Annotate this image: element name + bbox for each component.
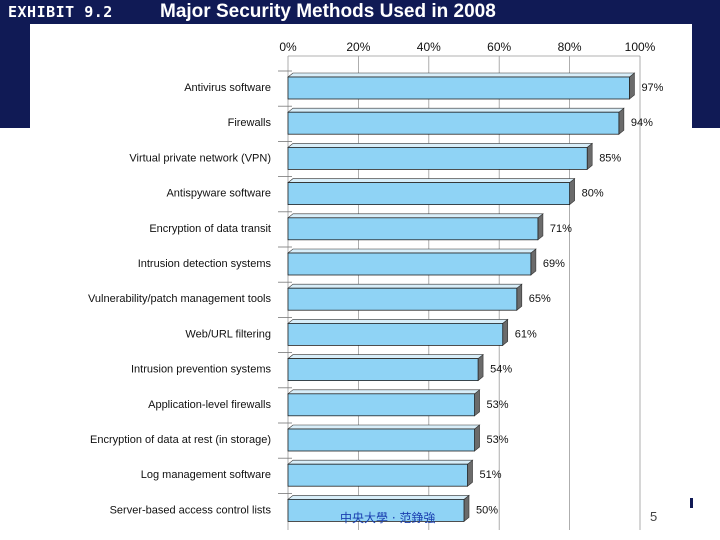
footer-author: 中央大學 · 范錚強 [340, 511, 436, 525]
left-decor-block [0, 24, 30, 128]
value-label: 69% [543, 258, 565, 270]
bar-side [474, 389, 480, 417]
exhibit-label: EXHIBIT 9.2 [8, 3, 113, 21]
tick-label: 20% [346, 40, 370, 54]
bar-top [287, 495, 470, 500]
value-label: 53% [487, 399, 509, 411]
bar-top [287, 283, 523, 289]
tick-label: 80% [558, 40, 582, 54]
category-label: Vulnerability/patch management tools [88, 293, 272, 305]
bar [287, 182, 571, 206]
bar-top [287, 143, 594, 148]
bar [287, 358, 479, 382]
category-label: Web/URL filtering [185, 328, 271, 340]
category-label: Antivirus software [184, 82, 271, 94]
category-label: Encryption of data transit [149, 223, 271, 235]
bar [287, 498, 465, 522]
bar [287, 393, 475, 417]
page-number: 5 [650, 509, 658, 524]
category-label: Server-based access control lists [110, 504, 272, 516]
tick-label: 0% [279, 40, 297, 54]
bar-side [569, 177, 575, 206]
bar-top [287, 72, 636, 78]
bar-top [287, 213, 544, 219]
bar-side [530, 248, 537, 276]
bar-side [516, 283, 523, 311]
value-label: 94% [631, 117, 653, 129]
header-bar: EXHIBIT 9.2 Major Security Methods Used … [0, 0, 720, 24]
bar-top [287, 354, 484, 359]
category-label: Virtual private network (VPN) [129, 152, 271, 164]
bars: 97% 94% 85% 80% 71% 69% 65% 61% 54% 53% 53% 51% 50% [287, 72, 664, 523]
bar-top [287, 459, 474, 465]
category-label: Intrusion detection systems [138, 258, 272, 270]
value-label: 50% [476, 504, 498, 516]
bar [287, 146, 588, 170]
bar-side [463, 494, 470, 523]
bar-top [287, 178, 576, 183]
category-label: Application-level firewalls [148, 399, 271, 411]
bar-side [629, 72, 635, 100]
tick-label: 60% [487, 40, 511, 54]
right-decor-block [692, 24, 720, 128]
bar-top [287, 248, 537, 254]
bar-side [586, 142, 593, 171]
category-label: Encryption of data at rest (in storage) [90, 434, 271, 446]
x-axis-ticks: 0% 20% 40% 60% 80% 100% [279, 40, 655, 54]
value-label: 54% [490, 364, 512, 376]
bar [287, 463, 468, 487]
tick-label: 40% [417, 40, 441, 54]
bar-side [474, 424, 480, 452]
category-label: Antispyware software [166, 188, 271, 200]
category-labels: Antivirus software Firewalls Virtual priva… [88, 82, 272, 516]
bar-top [287, 319, 509, 324]
bar [287, 111, 620, 135]
bar [287, 322, 504, 346]
bar-side [467, 459, 473, 487]
value-label: 71% [550, 223, 572, 235]
category-label: Firewalls [228, 117, 272, 129]
bar-side [477, 353, 484, 382]
bar-top [287, 107, 625, 113]
value-label: 53% [487, 434, 509, 446]
bar-side [537, 213, 544, 241]
bar-top [287, 424, 481, 430]
bar [287, 287, 518, 311]
chart-title: Major Security Methods Used in 2008 [160, 1, 496, 22]
value-label: 61% [515, 328, 537, 340]
bar [287, 217, 539, 241]
value-label: 80% [582, 188, 604, 200]
bar-top [287, 389, 481, 395]
category-label: Intrusion prevention systems [131, 364, 272, 376]
bar [287, 428, 475, 452]
category-label: Log management software [141, 469, 271, 481]
right-decor-tick [690, 498, 693, 508]
bar-side [502, 318, 509, 347]
value-label: 97% [641, 82, 663, 94]
value-label: 65% [529, 293, 551, 305]
tick-label: 100% [625, 40, 656, 54]
value-label: 85% [599, 152, 621, 164]
value-label: 51% [480, 469, 502, 481]
bar [287, 76, 630, 100]
bar-side [618, 107, 625, 135]
bar [287, 252, 532, 276]
